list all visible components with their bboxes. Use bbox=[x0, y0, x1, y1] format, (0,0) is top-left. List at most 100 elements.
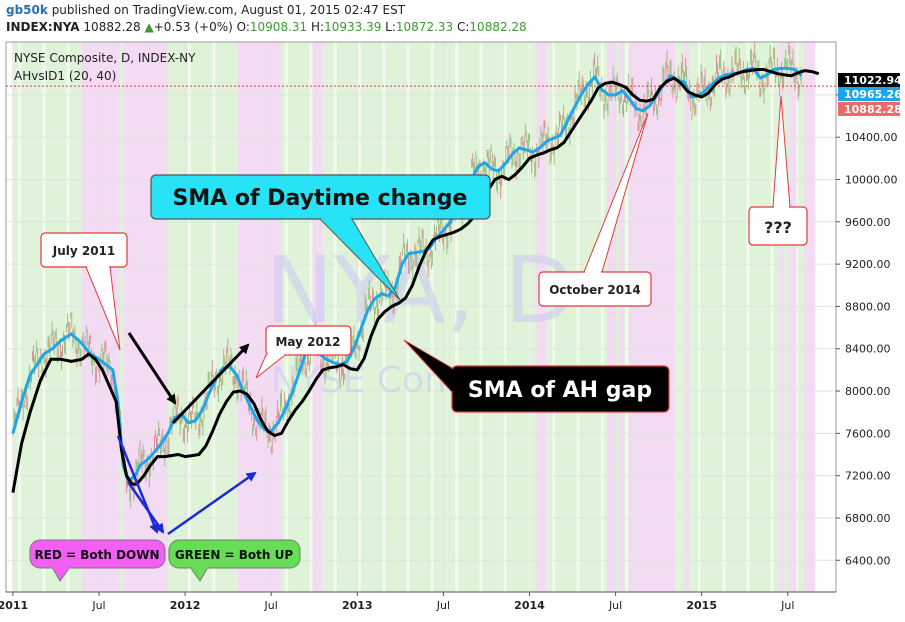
price-badge bbox=[838, 87, 900, 101]
y-tick-label: 9600.00 bbox=[845, 216, 891, 229]
open-value: 10908.31 bbox=[249, 20, 308, 34]
annotation-may-2012: May 2012 bbox=[275, 335, 340, 349]
annotation-july-2011: July 2011 bbox=[52, 244, 116, 258]
x-tick-label: 2015 bbox=[686, 599, 717, 612]
close-value: 10882.28 bbox=[469, 20, 527, 34]
y-tick-label: 10000.00 bbox=[845, 174, 898, 187]
band-gap bbox=[552, 42, 556, 592]
pink-band bbox=[684, 42, 690, 592]
price-badge-label: 11022.94 bbox=[844, 74, 902, 87]
band-gap bbox=[746, 42, 750, 592]
indicator-label: AHvsID1 (20, 40) bbox=[14, 69, 116, 83]
high-value: 10933.39 bbox=[324, 20, 382, 34]
band-gap bbox=[188, 42, 192, 592]
pink-band bbox=[789, 42, 797, 592]
y-tick-label: 9200.00 bbox=[845, 258, 891, 271]
band-gap bbox=[42, 42, 46, 592]
legend-green: GREEN = Both UP bbox=[168, 539, 301, 582]
y-tick-label: 7600.00 bbox=[845, 427, 891, 440]
band-gap bbox=[406, 42, 410, 592]
y-tick-label: 6400.00 bbox=[845, 554, 891, 567]
author-link[interactable]: gb50k bbox=[6, 3, 48, 17]
band-gap bbox=[357, 42, 361, 592]
price-change: +0.53 (+0%) bbox=[153, 20, 233, 34]
band-gap bbox=[479, 42, 483, 592]
callout-july-2011: July 2011 bbox=[40, 232, 128, 351]
symbol: INDEX:NYA bbox=[6, 20, 80, 34]
publish-text: published on TradingView.com, August 01,… bbox=[51, 3, 406, 17]
y-tick-label: 7200.00 bbox=[845, 470, 891, 483]
y-axis: 6400.00 6800.00 7200.00 7600.00 8000.00 8400.… bbox=[836, 89, 898, 567]
x-tick-label: 2013 bbox=[342, 599, 373, 612]
band-gap bbox=[309, 42, 313, 592]
black-arrow-down bbox=[127, 332, 177, 405]
chart-title: NYSE Composite, D, INDEX-NY bbox=[14, 51, 196, 65]
legend-red: RED = Both DOWN bbox=[29, 539, 166, 582]
band-gap bbox=[697, 42, 701, 592]
x-tick-label: Jul bbox=[91, 599, 105, 612]
pink-band bbox=[123, 42, 168, 592]
callout-sma-ah: SMA of AH gap bbox=[403, 339, 670, 413]
last-price: 10882.28 bbox=[83, 20, 141, 34]
x-tick-label: 2012 bbox=[170, 599, 201, 612]
pink-band bbox=[536, 42, 547, 592]
callout-october-2014: October 2014 bbox=[538, 112, 652, 307]
band-gap bbox=[455, 42, 459, 592]
band-gap bbox=[285, 42, 289, 592]
ohlc-bar: INDEX:NYA 10882.28 ▲+0.53 (+0%) O:10908.… bbox=[6, 20, 527, 34]
low-label: L: bbox=[385, 20, 396, 34]
high-label: H: bbox=[311, 20, 325, 34]
x-axis: 2011 Jul 2012 Jul 2013 Jul 2014 Jul 2015 Jul bbox=[0, 592, 794, 612]
y-tick-label: 6800.00 bbox=[845, 512, 891, 525]
low-value: 10872.33 bbox=[395, 20, 454, 34]
up-arrow-icon: ▲ bbox=[144, 20, 154, 34]
callout-sma-daytime: SMA of Daytime change bbox=[150, 174, 491, 301]
band-gap bbox=[770, 42, 774, 592]
band-gap bbox=[212, 42, 216, 592]
x-tick-label: 2014 bbox=[514, 599, 545, 612]
y-tick-label: 8400.00 bbox=[845, 343, 891, 356]
price-badge bbox=[838, 102, 900, 116]
pink-band bbox=[236, 42, 282, 592]
pink-band bbox=[779, 42, 785, 592]
annotation-sma-daytime: SMA of Daytime change bbox=[173, 186, 468, 211]
callout-may-2012: May 2012 bbox=[255, 325, 352, 379]
black-arrow-up bbox=[171, 343, 250, 425]
band-gap bbox=[795, 42, 799, 592]
sma-lines bbox=[11, 66, 820, 493]
x-tick-label: Jul bbox=[780, 599, 794, 612]
annotation-qqq: ??? bbox=[764, 218, 792, 237]
price-badge-label: 10965.26 bbox=[844, 88, 902, 101]
band-gap bbox=[600, 42, 604, 592]
x-tick-label: Jul bbox=[436, 599, 450, 612]
pink-band bbox=[312, 42, 323, 592]
band-gap bbox=[18, 42, 22, 592]
band-gap bbox=[503, 42, 507, 592]
sma-ah-gap-line bbox=[11, 68, 820, 493]
x-tick-label: 2011 bbox=[0, 599, 28, 612]
publish-info: gb50k published on TradingView.com, Augu… bbox=[6, 3, 405, 17]
x-tick-label: Jul bbox=[608, 599, 622, 612]
blue-arrow-up bbox=[167, 471, 257, 536]
pink-band bbox=[619, 42, 625, 592]
pink-band bbox=[629, 42, 676, 592]
close-label: C: bbox=[457, 20, 470, 34]
band-gap bbox=[430, 42, 434, 592]
y-tick-label: 8000.00 bbox=[845, 385, 891, 398]
period-bands bbox=[12, 42, 816, 592]
callout-qqq: ??? bbox=[748, 95, 808, 246]
price-badge-label: 10882.28 bbox=[844, 103, 902, 116]
band-gap bbox=[625, 42, 629, 592]
y-tick-label: 10400.00 bbox=[845, 131, 898, 144]
band-gap bbox=[333, 42, 337, 592]
band-gap bbox=[382, 42, 386, 592]
y-tick-label: 8800.00 bbox=[845, 300, 891, 313]
annotation-red-legend: RED = Both DOWN bbox=[34, 548, 159, 562]
pink-band bbox=[606, 42, 616, 592]
annotation-october-2014: October 2014 bbox=[549, 283, 641, 297]
x-tick-label: Jul bbox=[264, 599, 278, 612]
annotation-green-legend: GREEN = Both UP bbox=[175, 548, 294, 562]
blue-arrow-down-2 bbox=[126, 481, 165, 534]
